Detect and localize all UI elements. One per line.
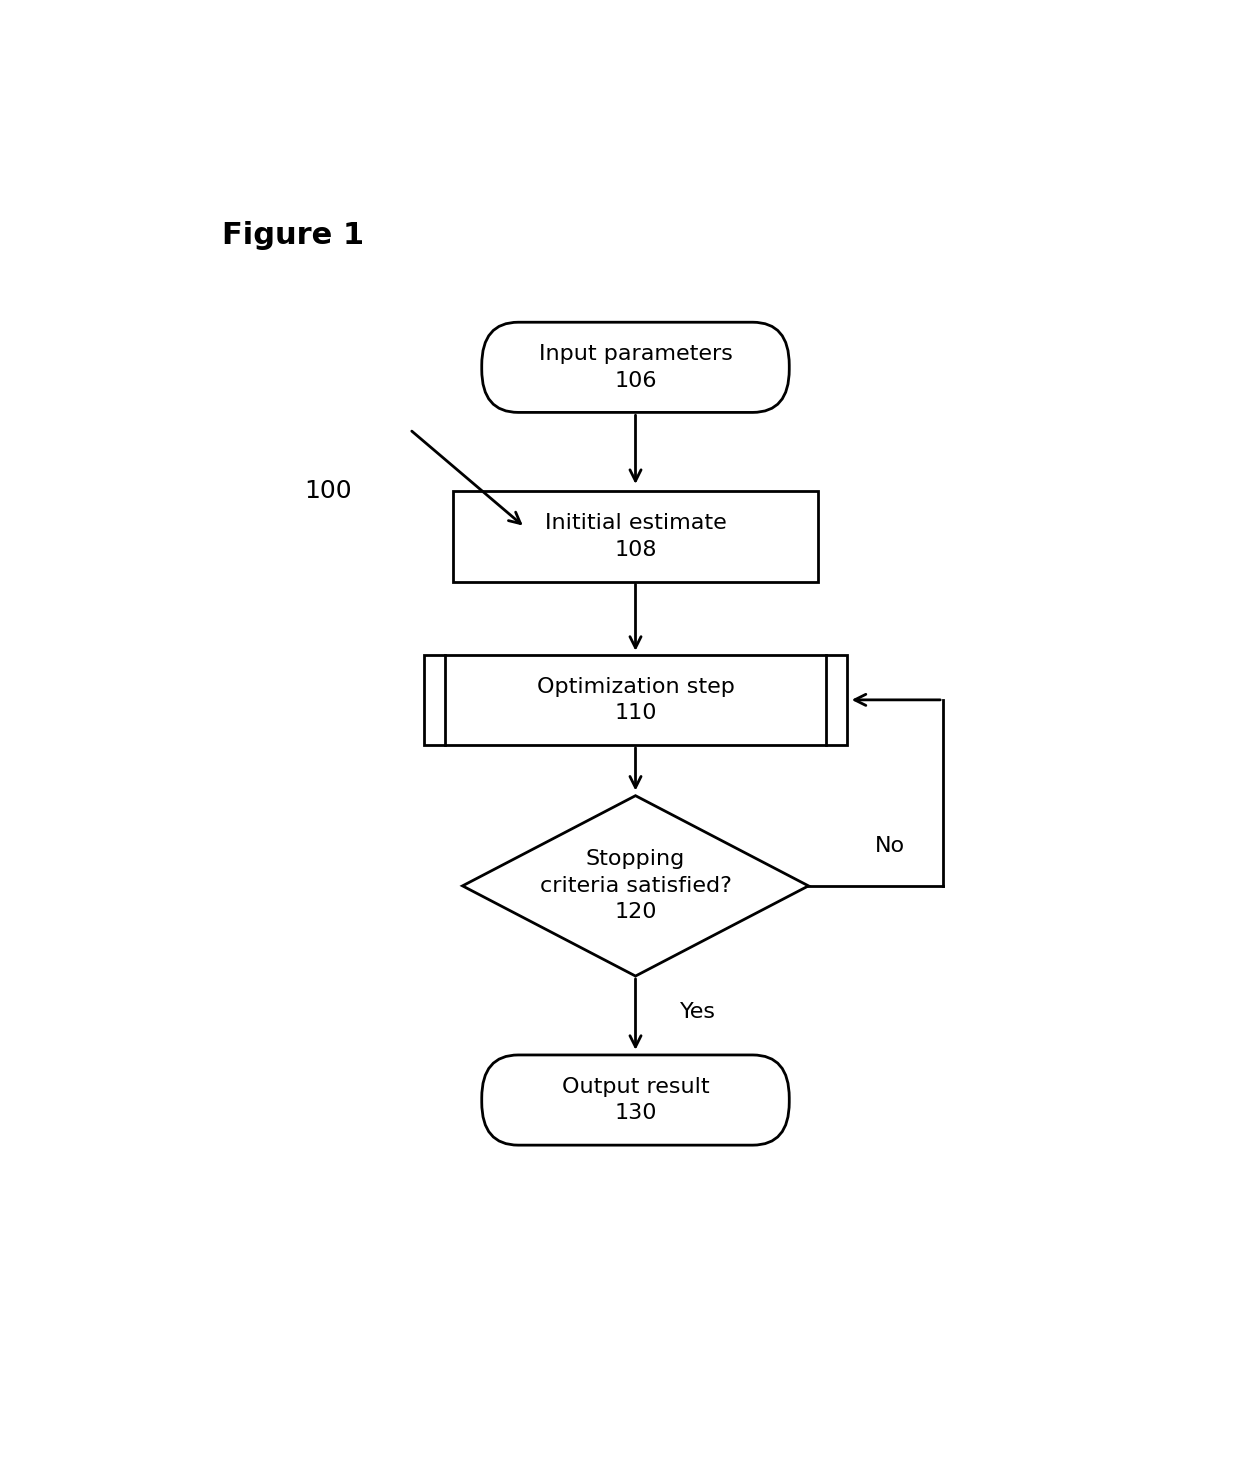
Bar: [453, 492, 818, 581]
Bar: [424, 654, 847, 745]
Polygon shape: [463, 796, 808, 976]
Text: 100: 100: [304, 479, 352, 504]
FancyBboxPatch shape: [481, 1056, 789, 1145]
Text: Optimization step
110: Optimization step 110: [537, 676, 734, 723]
FancyBboxPatch shape: [481, 322, 789, 413]
Text: Output result
130: Output result 130: [562, 1078, 709, 1123]
Text: No: No: [875, 836, 905, 856]
Text: Stopping
criteria satisfied?
120: Stopping criteria satisfied? 120: [539, 849, 732, 922]
Text: Inititial estimate
108: Inititial estimate 108: [544, 514, 727, 559]
Text: Input parameters
106: Input parameters 106: [538, 344, 733, 391]
Text: Yes: Yes: [680, 1003, 715, 1022]
Text: Figure 1: Figure 1: [222, 221, 365, 250]
